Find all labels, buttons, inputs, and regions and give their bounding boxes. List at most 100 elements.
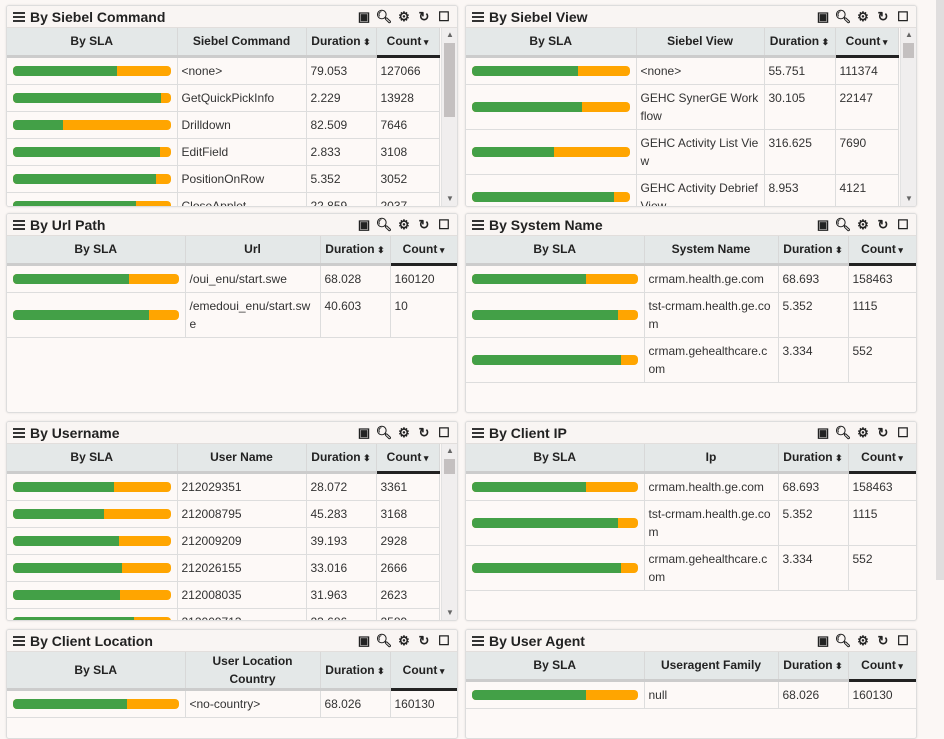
sort-desc-icon[interactable]: ▾: [880, 36, 888, 47]
menu-icon[interactable]: [13, 635, 25, 646]
gear-icon[interactable]: ⚙: [857, 8, 869, 24]
sort-desc-icon[interactable]: ▾: [895, 660, 903, 671]
menu-icon[interactable]: [13, 11, 25, 22]
sort-desc-icon[interactable]: ▾: [895, 244, 903, 255]
sort-icon[interactable]: ⬍: [374, 244, 385, 255]
name-cell[interactable]: GetQuickPickInfo: [177, 84, 307, 112]
column-header[interactable]: Duration ⬍: [320, 236, 391, 266]
table-row[interactable]: EditField 2.833 3108: [7, 138, 440, 166]
column-header[interactable]: Count ▾: [848, 652, 916, 682]
column-header[interactable]: Count ▾: [390, 236, 457, 266]
name-cell[interactable]: 212008795: [177, 500, 307, 528]
sort-icon[interactable]: ⬍: [832, 244, 843, 255]
sort-icon[interactable]: ⬍: [819, 36, 830, 47]
sort-desc-icon[interactable]: ▾: [421, 452, 429, 463]
column-header[interactable]: Count ▾: [848, 236, 916, 266]
zoom-icon[interactable]: 🔍︎: [834, 216, 852, 232]
scroll-down-icon[interactable]: ▼: [905, 194, 913, 203]
table-row[interactable]: 212008795 45.283 3168: [7, 500, 440, 528]
export-excel-icon[interactable]: ▣: [357, 216, 371, 232]
column-header[interactable]: Duration ⬍: [778, 444, 849, 474]
table-row[interactable]: crmam.gehealthcare.com 3.334 552: [466, 545, 916, 591]
export-excel-icon[interactable]: ▣: [357, 632, 371, 648]
page-scrollbar[interactable]: [936, 0, 944, 580]
name-cell[interactable]: 212009209: [177, 527, 307, 555]
sort-icon[interactable]: ⬍: [832, 660, 843, 671]
zoom-icon[interactable]: 🔍︎: [375, 424, 393, 440]
sort-desc-icon[interactable]: ▾: [421, 36, 429, 47]
maximize-icon[interactable]: ☐: [438, 424, 450, 440]
gear-icon[interactable]: ⚙: [857, 424, 869, 440]
scroll-up-icon[interactable]: ▲: [446, 446, 454, 455]
name-cell[interactable]: CloseApplet: [177, 192, 307, 206]
column-header[interactable]: Count ▾: [390, 652, 457, 691]
table-scrollbar[interactable]: ▲ ▼: [441, 28, 457, 206]
name-cell[interactable]: 212008035: [177, 581, 307, 609]
name-cell[interactable]: crmam.health.ge.com: [644, 264, 779, 293]
column-header[interactable]: Count ▾: [848, 444, 916, 474]
table-row[interactable]: 212009713 23.686 2589: [7, 608, 440, 620]
name-cell[interactable]: <no-country>: [185, 689, 321, 718]
table-row[interactable]: crmam.health.ge.com 68.693 158463: [466, 264, 916, 293]
maximize-icon[interactable]: ☐: [438, 216, 450, 232]
table-row[interactable]: Drilldown 82.509 7646: [7, 111, 440, 139]
table-row[interactable]: /oui_enu/start.swe 68.028 160120: [7, 264, 457, 293]
name-cell[interactable]: tst-crmam.health.ge.com: [644, 292, 779, 338]
export-excel-icon[interactable]: ▣: [816, 424, 830, 440]
table-row[interactable]: crmam.gehealthcare.com 3.334 552: [466, 337, 916, 383]
export-excel-icon[interactable]: ▣: [816, 8, 830, 24]
column-header[interactable]: Count ▾: [376, 28, 440, 58]
sort-desc-icon[interactable]: ▾: [895, 452, 903, 463]
table-row[interactable]: 212026155 33.016 2666: [7, 554, 440, 582]
maximize-icon[interactable]: ☐: [897, 216, 909, 232]
name-cell[interactable]: /emedoui_enu/start.swe: [185, 292, 321, 338]
table-row[interactable]: /emedoui_enu/start.swe 40.603 10: [7, 292, 457, 338]
zoom-icon[interactable]: 🔍︎: [375, 216, 393, 232]
sort-icon[interactable]: ⬍: [360, 36, 371, 47]
refresh-icon[interactable]: ↻: [418, 8, 430, 24]
gear-icon[interactable]: ⚙: [857, 632, 869, 648]
maximize-icon[interactable]: ☐: [897, 632, 909, 648]
column-header[interactable]: Duration ⬍: [306, 28, 377, 58]
menu-icon[interactable]: [472, 427, 484, 438]
table-row[interactable]: tst-crmam.health.ge.com 5.352 1115: [466, 292, 916, 338]
name-cell[interactable]: tst-crmam.health.ge.com: [644, 500, 779, 546]
maximize-icon[interactable]: ☐: [438, 8, 450, 24]
name-cell[interactable]: <none>: [636, 56, 765, 85]
column-header[interactable]: Count ▾: [376, 444, 440, 474]
sort-icon[interactable]: ⬍: [832, 452, 843, 463]
scroll-up-icon[interactable]: ▲: [905, 30, 913, 39]
sort-icon[interactable]: ⬍: [360, 452, 371, 463]
refresh-icon[interactable]: ↻: [418, 216, 430, 232]
table-row[interactable]: 212029351 28.072 3361: [7, 472, 440, 501]
table-row[interactable]: <none> 79.053 127066: [7, 56, 440, 85]
scroll-down-icon[interactable]: ▼: [446, 608, 454, 617]
name-cell[interactable]: GEHC Activity List View: [636, 129, 765, 175]
zoom-icon[interactable]: 🔍︎: [834, 424, 852, 440]
column-header[interactable]: Duration ⬍: [778, 236, 849, 266]
table-row[interactable]: crmam.health.ge.com 68.693 158463: [466, 472, 916, 501]
menu-icon[interactable]: [472, 635, 484, 646]
zoom-icon[interactable]: 🔍︎: [834, 632, 852, 648]
export-excel-icon[interactable]: ▣: [357, 8, 371, 24]
table-row[interactable]: PositionOnRow 5.352 3052: [7, 165, 440, 193]
refresh-icon[interactable]: ↻: [877, 8, 889, 24]
menu-icon[interactable]: [13, 219, 25, 230]
name-cell[interactable]: 212029351: [177, 472, 307, 501]
name-cell[interactable]: crmam.health.ge.com: [644, 472, 779, 501]
gear-icon[interactable]: ⚙: [398, 424, 410, 440]
table-row[interactable]: tst-crmam.health.ge.com 5.352 1115: [466, 500, 916, 546]
zoom-icon[interactable]: 🔍︎: [375, 8, 393, 24]
table-row[interactable]: CloseApplet 22.859 2037: [7, 192, 440, 206]
sort-desc-icon[interactable]: ▾: [437, 244, 445, 255]
column-header[interactable]: Duration ⬍: [764, 28, 836, 58]
table-row[interactable]: <none> 55.751 111374: [466, 56, 899, 85]
name-cell[interactable]: Drilldown: [177, 111, 307, 139]
table-scrollbar[interactable]: ▲ ▼: [441, 444, 457, 620]
name-cell[interactable]: GEHC Activity Debrief View: [636, 174, 765, 206]
menu-icon[interactable]: [472, 11, 484, 22]
export-excel-icon[interactable]: ▣: [816, 632, 830, 648]
scroll-down-icon[interactable]: ▼: [446, 194, 454, 203]
gear-icon[interactable]: ⚙: [857, 216, 869, 232]
refresh-icon[interactable]: ↻: [877, 632, 889, 648]
